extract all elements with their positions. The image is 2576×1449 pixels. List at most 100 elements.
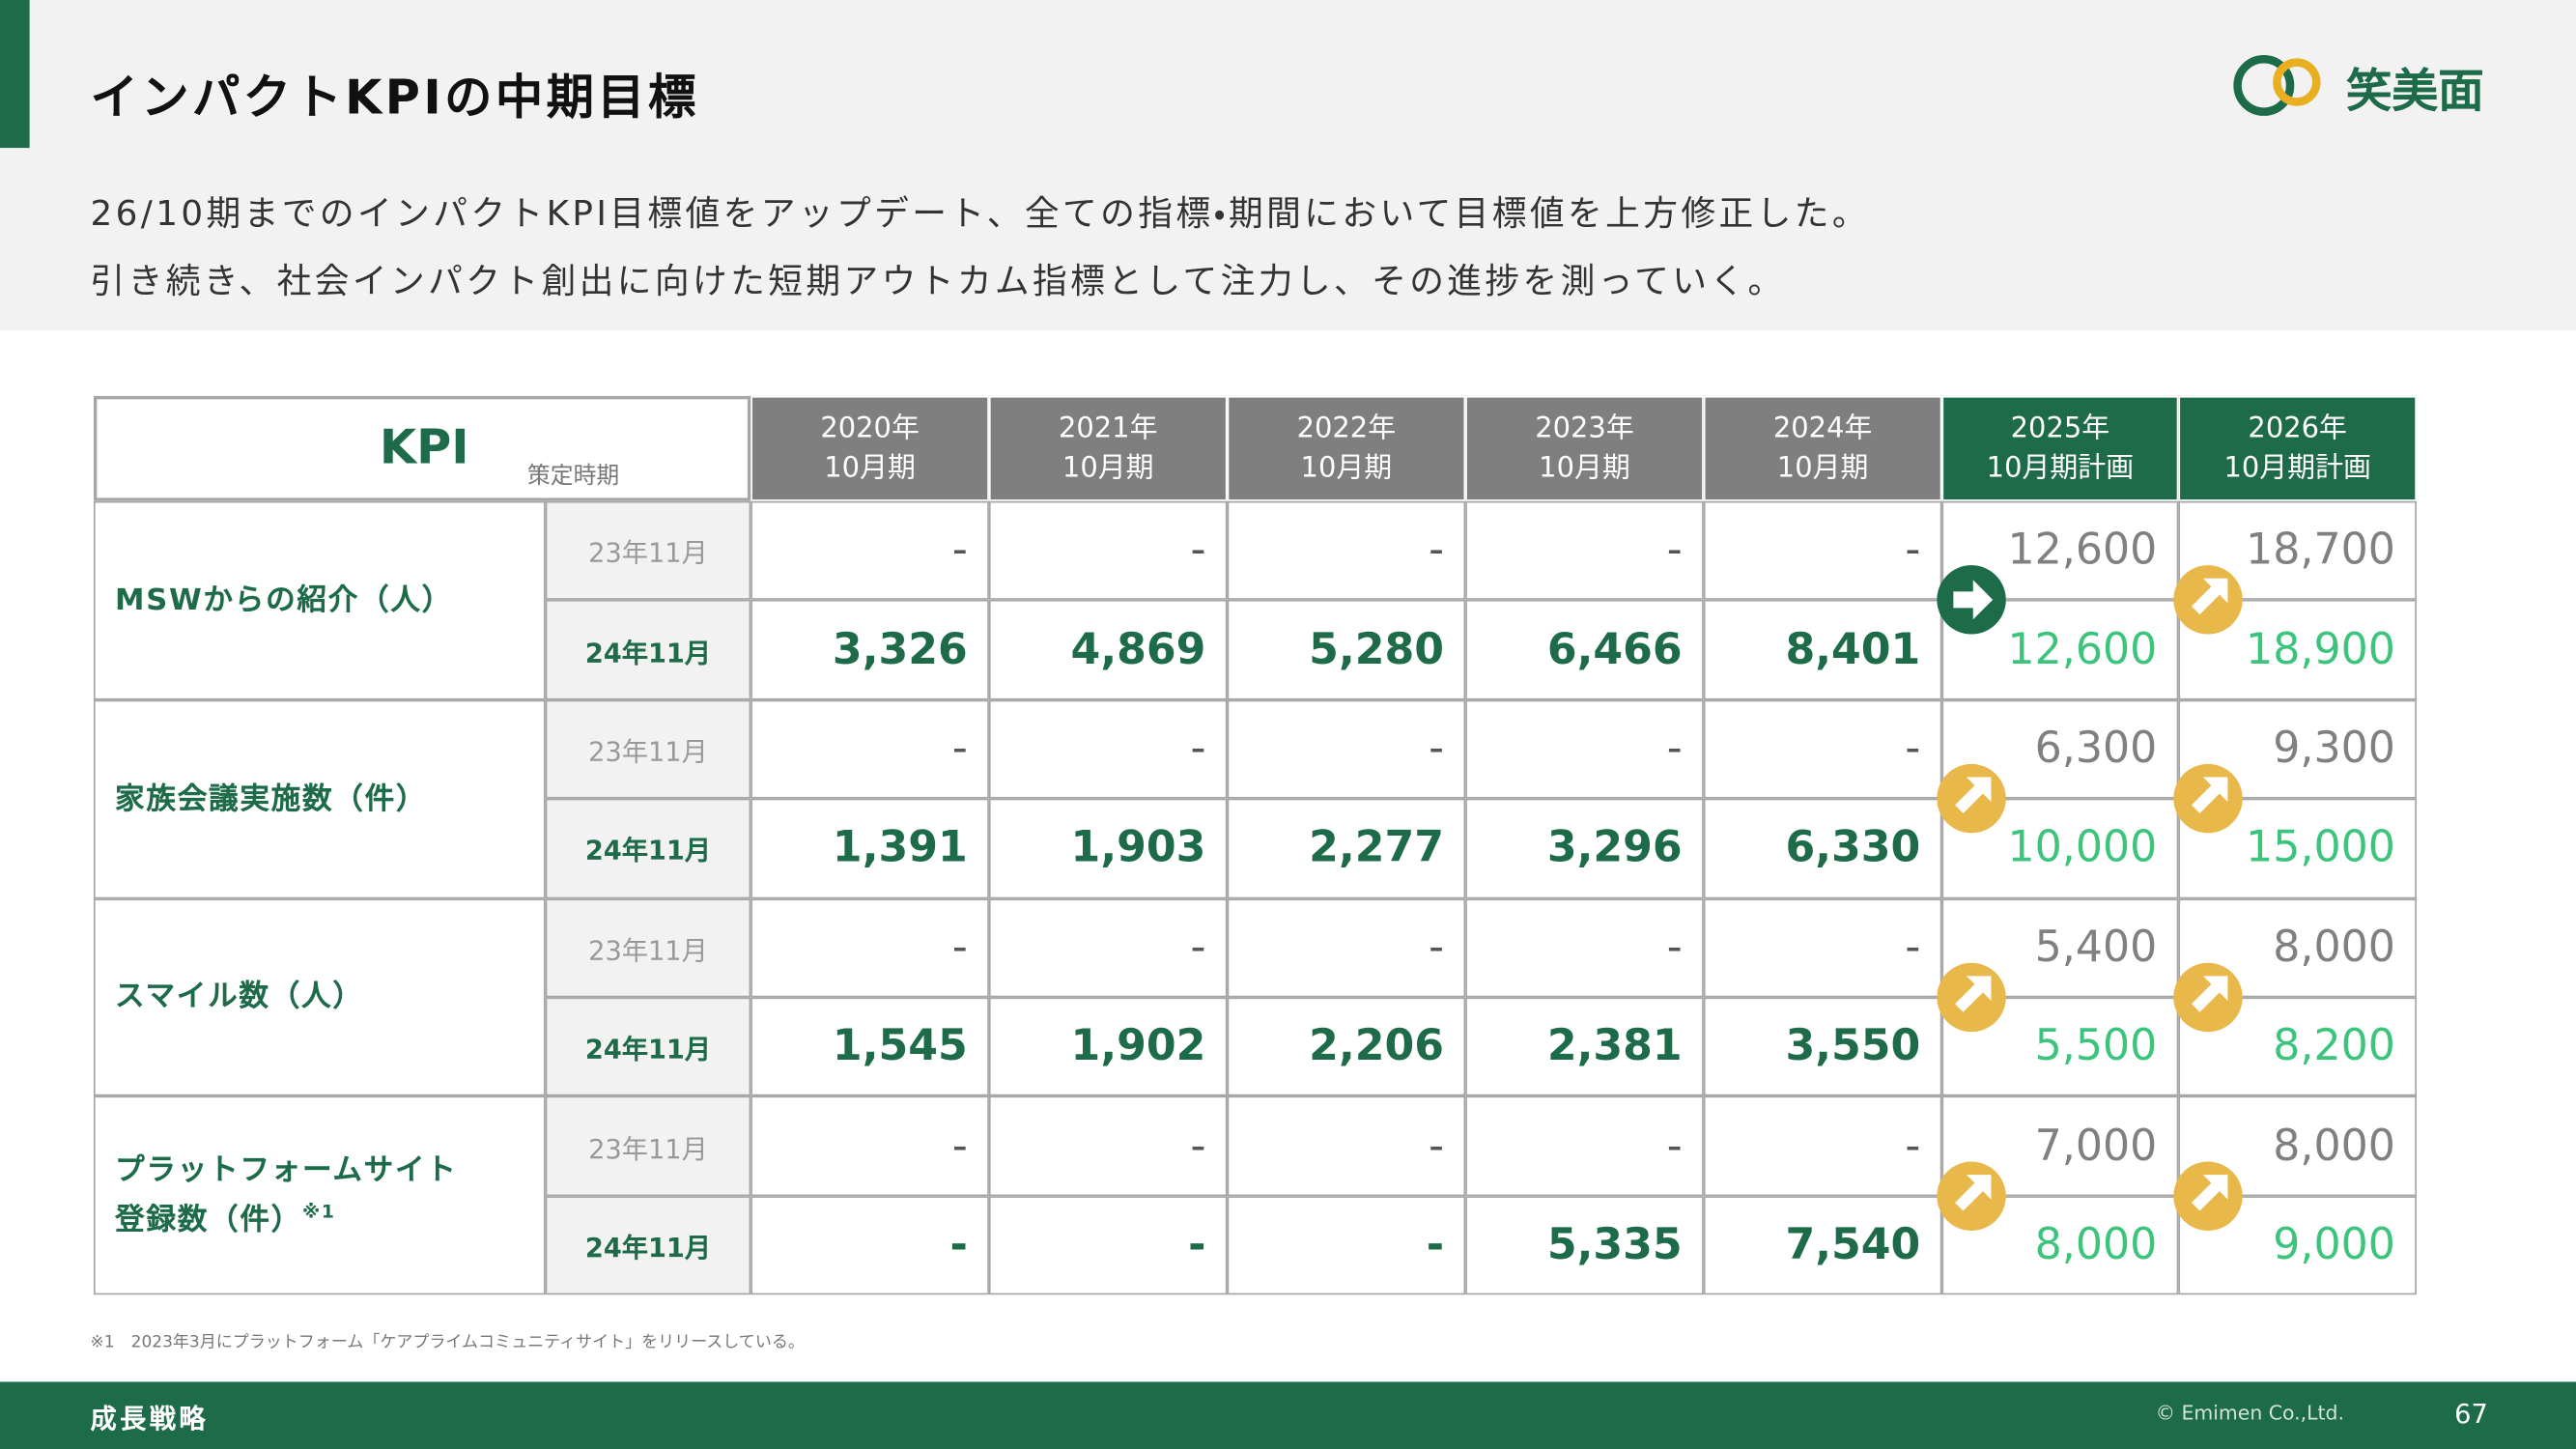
column-period: 10月期	[824, 451, 916, 485]
value-cell: 9,000	[2178, 1195, 2418, 1295]
value-cell: 12,600	[1941, 600, 2179, 700]
value-cell: -	[750, 500, 989, 601]
column-header: 2022年 10月期	[1227, 395, 1466, 501]
lead-line: 26/10期までのインパクトKPI目標値をアップデート、全ての指標・期間において…	[90, 193, 1871, 234]
value-cell: 5,335	[1465, 1195, 1704, 1295]
column-header: 2023年 10月期	[1465, 395, 1704, 501]
column-period: 10月期計画	[2223, 451, 2371, 485]
footer-copyright: © Emimen Co.,Ltd.	[2155, 1401, 2344, 1425]
value-cell: 5,280	[1227, 600, 1466, 700]
value-cell: -	[750, 1195, 989, 1295]
column-header: 2024年 10月期	[1703, 395, 1942, 501]
value-cell: -	[1465, 500, 1704, 601]
value-cell: 8,000	[2178, 897, 2418, 998]
value-cell: -	[750, 1096, 989, 1196]
kpi-name: プラットフォームサイト	[115, 1153, 458, 1189]
value-cell: 15,000	[2178, 798, 2418, 898]
footnote: ※1 2023年3月にプラットフォーム「ケアプライムコミュニティサイト」をリリー…	[90, 1334, 805, 1352]
column-year: 2024年	[1772, 412, 1873, 445]
kpi-header: KPI 策定時期	[93, 395, 751, 501]
value-cell: -	[988, 500, 1228, 601]
arrow-right-icon	[1937, 565, 2006, 636]
value-cell: 4,869	[988, 600, 1228, 700]
footer-band	[0, 1381, 2576, 1449]
logo-mark	[2233, 54, 2321, 116]
column-year: 2023年	[1535, 412, 1634, 445]
arrow-up-icon	[1937, 962, 2006, 1033]
arrow-up-icon	[2173, 962, 2243, 1033]
value-cell: -	[1465, 1096, 1704, 1196]
column-year: 2022年	[1296, 412, 1397, 445]
value-cell: 3,550	[1703, 997, 1942, 1097]
column-header: 2021年 10月期	[988, 395, 1228, 501]
footer-section: 成長戦略	[90, 1403, 210, 1435]
value-cell: -	[1227, 1195, 1466, 1295]
value-cell: -	[1703, 1096, 1942, 1196]
period-cell: 24年11月	[545, 1195, 751, 1295]
value-cell: 3,326	[750, 600, 989, 700]
value-cell: -	[750, 699, 989, 799]
top-band	[0, 0, 2576, 330]
value-cell: 8,401	[1703, 600, 1942, 700]
value-cell: 3,296	[1465, 798, 1704, 898]
value-cell: 2,206	[1227, 997, 1466, 1097]
period-cell: 24年11月	[545, 600, 751, 700]
column-period: 10月期	[1062, 451, 1154, 485]
value-cell: 2,381	[1465, 997, 1704, 1097]
kpi-name: 登録数（件）※1	[115, 1201, 336, 1238]
value-cell: 12,600	[1941, 500, 2179, 601]
value-cell: 1,391	[750, 798, 989, 898]
value-cell: -	[750, 897, 989, 998]
note-mark: ※1	[301, 1201, 336, 1223]
value-cell: -	[1703, 699, 1942, 799]
value-cell: -	[1703, 897, 1942, 998]
value-cell: -	[1227, 500, 1466, 601]
kpi-name: 家族会議実施数（件）	[115, 781, 428, 816]
value-cell: -	[1703, 500, 1942, 601]
column-header: 2025年 10月期計画	[1941, 395, 2179, 501]
value-cell: -	[1227, 1096, 1466, 1196]
value-cell: -	[1465, 699, 1704, 799]
kpi-name-cell: スマイル数（人）	[93, 897, 546, 1097]
column-year: 2026年	[2248, 412, 2347, 445]
column-period: 10月期計画	[1986, 451, 2135, 485]
column-year: 2025年	[2010, 412, 2110, 445]
kpi-label: KPI	[379, 418, 469, 475]
period-label: 策定時期	[526, 463, 620, 490]
arrow-up-icon	[2173, 1161, 2243, 1231]
value-cell: 6,330	[1703, 798, 1942, 898]
logo-text: 笑美面	[2345, 64, 2484, 119]
kpi-name-cell: プラットフォームサイト 登録数（件）※1	[93, 1096, 546, 1295]
kpi-name-cell: 家族会議実施数（件）	[93, 699, 546, 898]
kpi-name: スマイル数（人）	[115, 980, 364, 1015]
slide-title: インパクトKPIの中期目標	[90, 69, 699, 126]
arrow-up-icon	[1937, 1161, 2006, 1231]
column-header: 2020年 10月期	[750, 395, 989, 501]
value-cell: -	[988, 897, 1228, 998]
arrow-up-icon	[2173, 764, 2243, 834]
value-cell: 10,000	[1941, 798, 2179, 898]
value-cell: 6,466	[1465, 600, 1704, 700]
arrow-up-icon	[2173, 565, 2243, 636]
kpi-name-cell: MSWからの紹介（人）	[93, 500, 546, 700]
value-cell: -	[1227, 897, 1466, 998]
column-period: 10月期	[1300, 451, 1393, 485]
value-cell: 7,540	[1703, 1195, 1942, 1295]
period-cell: 23年11月	[545, 1096, 751, 1196]
value-cell: 1,903	[988, 798, 1228, 898]
kpi-name: MSWからの紹介（人）	[115, 582, 453, 618]
period-cell: 23年11月	[545, 699, 751, 799]
period-cell: 23年11月	[545, 897, 751, 998]
column-year: 2021年	[1058, 412, 1158, 445]
value-cell: -	[988, 1195, 1228, 1295]
column-period: 10月期	[1539, 451, 1630, 485]
value-cell: 2,277	[1227, 798, 1466, 898]
value-cell: 1,902	[988, 997, 1228, 1097]
lead-line: 引き続き、社会インパクト創出に向けた短期アウトカム指標として注力し、その進捗を測…	[90, 261, 1786, 301]
column-year: 2020年	[820, 412, 920, 445]
period-cell: 24年11月	[545, 798, 751, 898]
period-cell: 23年11月	[545, 500, 751, 601]
